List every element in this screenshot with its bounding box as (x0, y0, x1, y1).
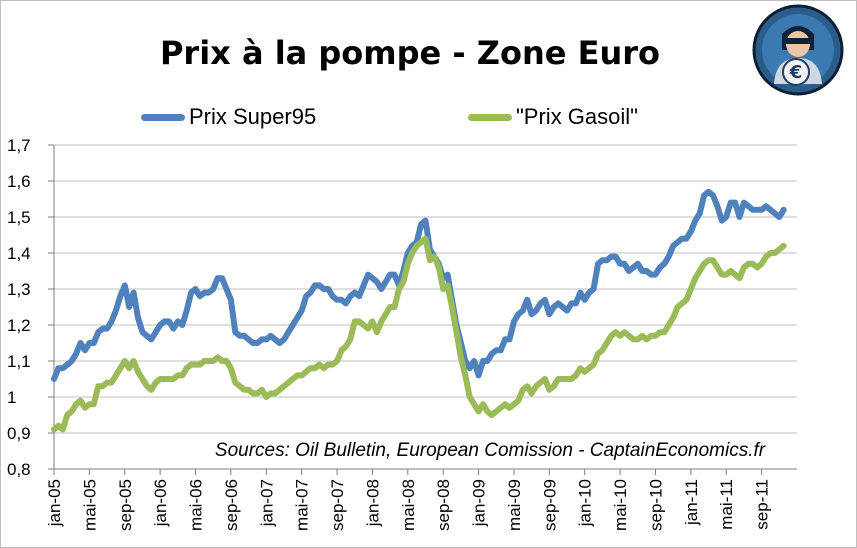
y-tick-label: 1,5 (7, 208, 31, 227)
y-tick-label: 1,2 (7, 316, 31, 335)
chart-title: Prix à la pompe - Zone Euro (159, 34, 661, 72)
x-tick-label: jan-05 (45, 479, 64, 527)
x-tick-label: jan-09 (470, 479, 489, 527)
y-tick-label: 1,7 (7, 136, 31, 155)
y-tick-label: 0,9 (7, 424, 31, 443)
y-tick-label: 1,6 (7, 172, 31, 191)
legend-label-gasoil: "Prix Gasoil" (516, 104, 638, 129)
series-line-gasoil (51, 235, 787, 433)
captain-economics-logo-icon: € (752, 4, 844, 96)
x-tick-label: sep-08 (434, 479, 453, 531)
y-tick-label: 1 (7, 388, 16, 407)
y-tick-label: 1,3 (7, 280, 31, 299)
logo-euro-symbol: € (789, 62, 803, 83)
legend-swatch-gasoil (468, 113, 512, 121)
x-tick-label: mai-07 (293, 479, 312, 531)
source-note: Sources: Oil Bulletin, European Comissio… (215, 440, 766, 461)
x-tick-label: jan-07 (257, 479, 276, 527)
legend-label-super95: Prix Super95 (189, 104, 317, 129)
x-tick-label: jan-11 (682, 479, 701, 526)
x-tick-label: mai-09 (505, 479, 524, 531)
x-tick-label: mai-06 (187, 479, 206, 531)
legend-item-gasoil: "Prix Gasoil" (468, 100, 638, 134)
legend-item-super95: Prix Super95 (141, 100, 316, 134)
x-tick-label: mai-10 (611, 479, 630, 531)
x-tick-label: jan-06 (151, 479, 170, 527)
x-tick-label: sep-06 (222, 479, 241, 531)
x-tick-label: mai-11 (717, 479, 736, 530)
y-tick-label: 1,1 (7, 352, 31, 371)
x-tick-label: jan-10 (576, 479, 595, 527)
y-tick-label: 0,8 (7, 460, 31, 479)
x-tick-label: sep-11 (753, 479, 772, 530)
x-tick-label: jan-08 (363, 479, 382, 527)
x-tick-label: sep-05 (116, 479, 135, 531)
x-tick-label: sep-07 (328, 479, 347, 531)
x-tick-label: sep-10 (646, 479, 665, 531)
series-line-super95 (51, 188, 787, 382)
x-tick-label: mai-05 (80, 479, 99, 531)
x-tick-label: sep-09 (540, 479, 559, 531)
x-tick-label: mai-08 (399, 479, 418, 531)
y-tick-label: 1,4 (7, 244, 31, 263)
legend-swatch-super95 (141, 113, 185, 121)
